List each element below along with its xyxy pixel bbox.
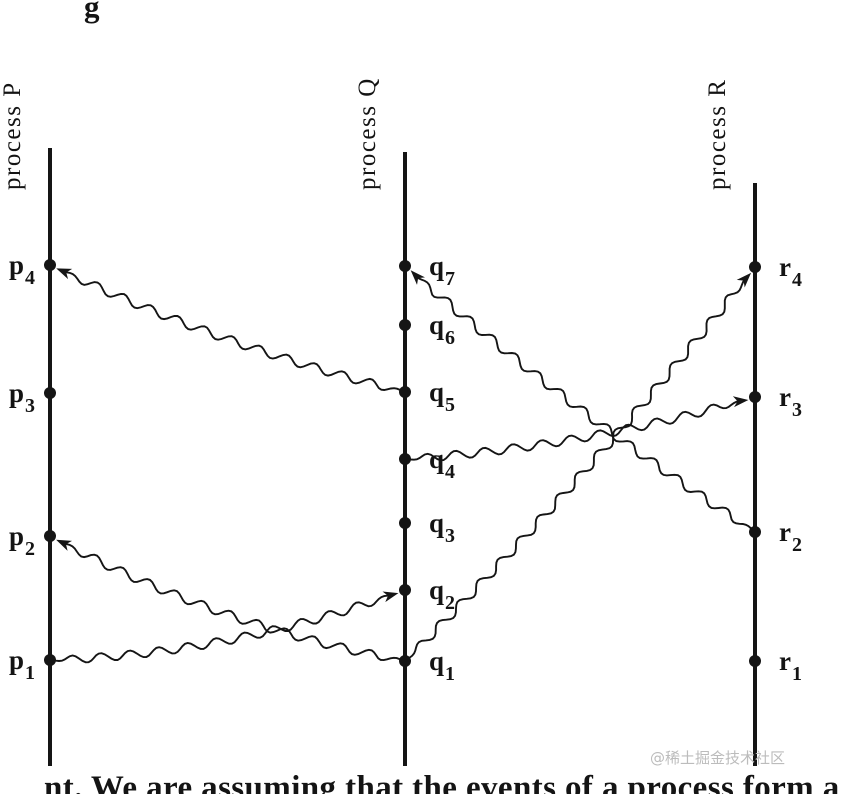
event-dot-p1: [44, 654, 56, 666]
event-dot-q3: [399, 517, 411, 529]
event-dot-r4: [749, 261, 761, 273]
event-dot-q6: [399, 319, 411, 331]
event-dot-r1: [749, 655, 761, 667]
cropped-caption-bottom: nt. We are assuming that the events of a…: [44, 770, 840, 794]
event-dot-q4: [399, 453, 411, 465]
message-r2-to-q7: [410, 270, 756, 533]
event-dot-p2: [44, 530, 56, 542]
message-q1-to-p2: [56, 539, 406, 662]
message-q5-to-p4: [56, 268, 406, 393]
cropped-text-top: g: [84, 0, 100, 24]
event-dot-q5: [399, 386, 411, 398]
message-q4-to-r3: [404, 396, 749, 462]
message-p1-to-q2: [49, 591, 399, 664]
event-dot-p4: [44, 259, 56, 271]
event-dot-r2: [749, 526, 761, 538]
event-dot-q1: [399, 655, 411, 667]
event-dots-layer: [44, 259, 761, 667]
event-dot-q7: [399, 260, 411, 272]
message-q1-to-r4: [404, 272, 752, 662]
event-dot-p3: [44, 387, 56, 399]
event-dot-r3: [749, 391, 761, 403]
messages-layer: [49, 268, 756, 664]
event-dot-q2: [399, 584, 411, 596]
watermark: @稀土掘金技术社区: [650, 749, 786, 767]
